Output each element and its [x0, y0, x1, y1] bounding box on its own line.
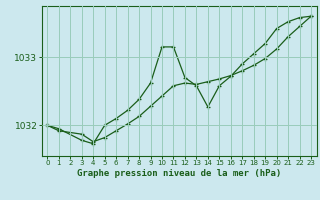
X-axis label: Graphe pression niveau de la mer (hPa): Graphe pression niveau de la mer (hPa)	[77, 169, 281, 178]
